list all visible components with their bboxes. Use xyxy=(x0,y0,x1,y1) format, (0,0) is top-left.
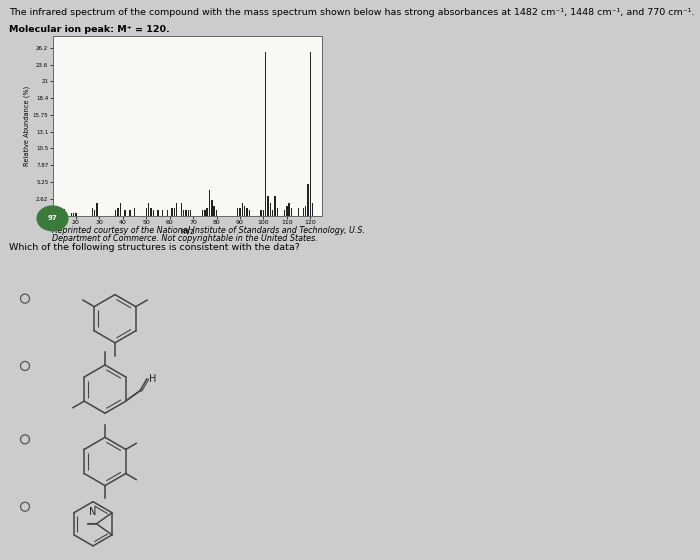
Bar xyxy=(239,208,241,216)
Bar xyxy=(288,203,290,216)
Bar xyxy=(209,190,210,216)
Bar xyxy=(92,208,93,216)
Bar xyxy=(286,206,288,216)
Bar xyxy=(244,206,246,216)
Bar xyxy=(260,211,262,216)
Bar xyxy=(270,203,271,216)
Bar xyxy=(150,208,152,216)
Bar xyxy=(118,208,119,216)
Bar xyxy=(246,208,248,216)
Bar xyxy=(120,203,121,216)
Y-axis label: Relative Abundance (%): Relative Abundance (%) xyxy=(23,86,30,166)
Bar xyxy=(75,213,76,216)
Bar xyxy=(312,203,314,216)
Bar xyxy=(73,213,74,216)
Bar xyxy=(186,211,187,216)
Bar xyxy=(265,53,267,216)
Bar xyxy=(125,211,126,216)
Bar xyxy=(71,213,72,216)
Text: N: N xyxy=(90,507,97,517)
Bar xyxy=(129,211,130,216)
Text: 97: 97 xyxy=(48,216,57,221)
Bar xyxy=(214,206,215,216)
Bar xyxy=(158,211,159,216)
Bar xyxy=(162,211,163,216)
Bar xyxy=(202,211,203,216)
Bar xyxy=(183,211,184,216)
Text: The infrared spectrum of the compound with the mass spectrum shown below has str: The infrared spectrum of the compound wi… xyxy=(9,8,694,17)
Bar xyxy=(298,208,300,216)
Text: H: H xyxy=(149,374,156,384)
Bar xyxy=(309,53,311,216)
Bar xyxy=(188,211,189,216)
Bar xyxy=(206,208,208,216)
Bar xyxy=(290,208,292,216)
X-axis label: m/z: m/z xyxy=(180,226,195,235)
Bar xyxy=(204,211,206,216)
Bar xyxy=(272,211,274,216)
Bar xyxy=(153,211,154,216)
Bar xyxy=(148,203,149,216)
Bar xyxy=(115,211,116,216)
Bar xyxy=(64,209,65,216)
Bar xyxy=(167,211,168,216)
Text: Molecular ion peak: M⁺ = 120.: Molecular ion peak: M⁺ = 120. xyxy=(9,25,170,34)
Bar xyxy=(267,197,269,216)
Bar xyxy=(237,208,238,216)
Bar xyxy=(190,211,192,216)
Bar xyxy=(262,211,264,216)
Bar xyxy=(94,211,95,216)
Bar xyxy=(146,208,147,216)
Bar xyxy=(305,206,307,216)
Bar xyxy=(274,197,276,216)
Bar xyxy=(134,208,135,216)
Bar xyxy=(97,203,98,216)
Bar xyxy=(302,208,304,216)
Text: Department of Commerce. Not copyrightable in the United States.: Department of Commerce. Not copyrightabl… xyxy=(52,234,318,243)
Bar xyxy=(176,203,177,216)
Bar xyxy=(181,203,182,216)
Text: Which of the following structures is consistent with the data?: Which of the following structures is con… xyxy=(9,243,300,252)
Bar xyxy=(172,208,173,216)
Bar xyxy=(276,208,278,216)
Bar xyxy=(284,211,285,216)
Bar xyxy=(241,203,243,216)
Bar xyxy=(307,184,309,216)
Bar xyxy=(216,211,217,216)
Bar xyxy=(211,199,213,216)
Bar xyxy=(248,211,250,216)
Text: Reprinted courtesy of the National Institute of Standards and Technology, U.S.: Reprinted courtesy of the National Insti… xyxy=(52,226,365,235)
Bar xyxy=(174,208,175,216)
